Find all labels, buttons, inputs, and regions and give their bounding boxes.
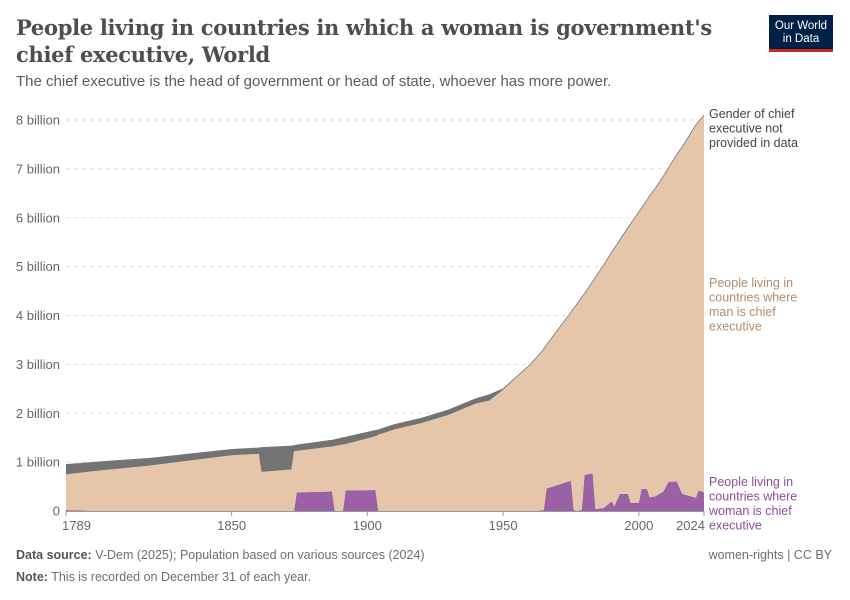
logo-line2: in Data (782, 33, 820, 45)
series-label: Gender of chief (709, 107, 795, 121)
source-text: V-Dem (2025); Population based on variou… (95, 548, 425, 562)
x-tick-label: 2000 (624, 518, 653, 533)
series-label: People living in (709, 276, 793, 290)
series-label: executive (709, 320, 762, 334)
x-tick-label: 1900 (353, 518, 382, 533)
series-label: countries where (709, 490, 797, 504)
note-text: This is recorded on December 31 of each … (51, 570, 312, 584)
x-tick-label: 1850 (217, 518, 246, 533)
series-label: countries where (709, 291, 797, 305)
x-tick-label: 1789 (62, 518, 91, 533)
y-tick-label: 6 billion (16, 210, 60, 225)
y-tick-label: 1 billion (16, 455, 60, 470)
series-label: executive not (709, 122, 783, 136)
y-tick-label: 5 billion (16, 259, 60, 274)
y-tick-label: 2 billion (16, 406, 60, 421)
series-label: People living in (709, 475, 793, 489)
chart-subtitle: The chief executive is the head of gover… (16, 73, 612, 90)
note: Note: This is recorded on December 31 of… (16, 570, 311, 584)
chart-title: People living in countries in which a wo… (16, 15, 712, 67)
area-series-0 (66, 473, 704, 511)
logo-line1: Our World (774, 20, 828, 32)
total-outline (65, 114, 705, 465)
series-label: executive (709, 519, 762, 533)
x-tick-label: 2024 (676, 518, 705, 533)
series-label: woman is chief (708, 504, 792, 518)
series-label: provided in data (709, 136, 798, 150)
source-label: Data source: (16, 548, 92, 562)
owid-logo[interactable]: Our World in Data (769, 15, 833, 52)
data-source: Data source: V-Dem (2025); Population ba… (16, 548, 425, 562)
license[interactable]: women-rights | CC BY (708, 548, 832, 562)
y-tick-label: 0 (53, 504, 60, 519)
x-tick-label: 1950 (489, 518, 518, 533)
note-label: Note: (16, 570, 48, 584)
y-tick-label: 4 billion (16, 308, 60, 323)
y-tick-label: 7 billion (16, 161, 60, 176)
series-label: man is chief (709, 305, 776, 319)
y-tick-label: 8 billion (16, 113, 60, 128)
area-series-1 (66, 115, 704, 512)
y-tick-label: 3 billion (16, 357, 60, 372)
